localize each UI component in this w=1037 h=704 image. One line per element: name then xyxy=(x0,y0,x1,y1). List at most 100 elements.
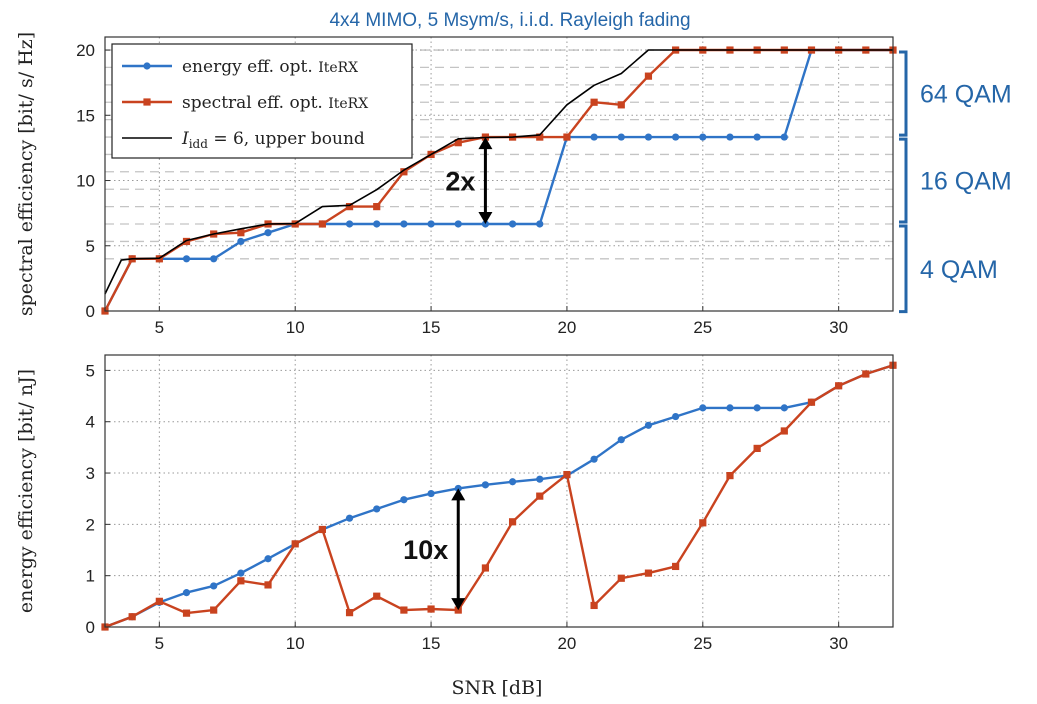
data-point xyxy=(617,436,625,444)
data-point xyxy=(780,427,788,435)
arrow-head-up xyxy=(478,137,493,150)
data-point xyxy=(345,514,354,522)
data-point xyxy=(753,133,761,141)
data-point xyxy=(617,133,625,141)
y-tick-label: 2 xyxy=(86,515,95,534)
y-tick-label: 15 xyxy=(76,106,95,125)
data-point xyxy=(400,220,408,228)
x-tick-label: 5 xyxy=(155,318,164,337)
data-point xyxy=(210,606,218,614)
data-point xyxy=(237,577,245,585)
data-point xyxy=(835,382,843,390)
legend-marker xyxy=(143,98,151,106)
series-line xyxy=(104,364,894,629)
data-point xyxy=(264,229,272,237)
data-point xyxy=(590,133,598,141)
qam-bracket xyxy=(899,137,908,224)
data-point xyxy=(508,220,517,228)
data-point xyxy=(536,492,544,500)
data-point xyxy=(590,98,598,106)
data-point xyxy=(454,606,462,614)
y-tick-label: 20 xyxy=(76,41,95,60)
data-point xyxy=(753,444,761,453)
data-point xyxy=(427,489,435,498)
data-point xyxy=(590,455,598,463)
data-point xyxy=(264,555,272,563)
data-point xyxy=(318,525,326,534)
data-point xyxy=(862,370,870,378)
data-point xyxy=(644,133,653,141)
data-point xyxy=(291,540,299,548)
x-tick-label: 30 xyxy=(829,634,848,653)
x-tick-label: 20 xyxy=(557,318,576,337)
y-tick-label: 0 xyxy=(86,618,95,637)
data-point xyxy=(182,589,191,597)
plot-frame xyxy=(104,36,894,312)
data-point xyxy=(508,478,517,486)
data-point xyxy=(400,606,408,614)
data-point xyxy=(182,237,191,246)
data-point xyxy=(427,220,435,228)
y-axis-label: energy efficiency [bit/ nJ] xyxy=(15,369,37,613)
arrow-head-up xyxy=(451,488,466,501)
chart-title: 4x4 MIMO, 5 Msym/s, i.i.d. Rayleigh fadi… xyxy=(329,10,690,31)
plot-area xyxy=(105,355,893,627)
data-point xyxy=(481,481,490,489)
data-point xyxy=(644,569,653,577)
data-point xyxy=(753,404,761,412)
qam-bracket xyxy=(899,224,908,314)
data-point xyxy=(373,220,381,228)
arrow-head-down xyxy=(478,211,493,224)
y-tick-label: 1 xyxy=(86,567,95,586)
data-point xyxy=(128,613,136,621)
series-line xyxy=(104,49,893,295)
data-point xyxy=(563,470,571,479)
x-tick-label: 15 xyxy=(422,318,441,337)
data-point xyxy=(454,139,462,147)
data-point xyxy=(780,133,788,141)
data-point xyxy=(345,203,354,211)
x-tick-label: 15 xyxy=(422,634,441,653)
data-point xyxy=(454,220,462,228)
data-point xyxy=(672,562,680,571)
data-point xyxy=(563,133,571,141)
x-tick-label: 25 xyxy=(693,634,712,653)
x-tick-label: 30 xyxy=(829,318,848,337)
y-tick-label: 10 xyxy=(76,172,95,191)
data-point xyxy=(400,168,408,176)
data-point xyxy=(373,592,381,600)
data-point xyxy=(508,518,517,526)
qam-bracket xyxy=(899,50,908,137)
data-point xyxy=(672,133,680,141)
data-point xyxy=(345,609,354,617)
data-point xyxy=(182,609,191,617)
series-line xyxy=(104,364,894,629)
data-point xyxy=(699,404,707,412)
data-point xyxy=(182,255,191,263)
energy-efficiency-plot: 5 10 15 20 25 30 0 1 2 3 4 5 energy efficiency [bit/… xyxy=(15,354,897,653)
data-point xyxy=(373,505,381,513)
data-point xyxy=(373,203,381,211)
data-point xyxy=(699,133,707,141)
legend-marker xyxy=(143,62,151,70)
legend-label: spectral eff. opt. IteRX xyxy=(182,93,368,113)
data-point xyxy=(264,581,272,589)
data-point xyxy=(237,569,245,577)
x-tick-label: 20 xyxy=(557,634,576,653)
x-tick-label: 25 xyxy=(693,318,712,337)
data-point xyxy=(155,597,163,605)
data-point xyxy=(807,398,816,406)
y-tick-label: 5 xyxy=(86,237,95,256)
x-tick-label: 5 xyxy=(155,634,164,653)
data-point xyxy=(726,133,734,141)
data-point xyxy=(318,220,326,228)
data-point xyxy=(210,255,218,263)
data-point xyxy=(617,101,625,109)
data-point xyxy=(590,601,598,610)
data-point xyxy=(617,574,625,582)
data-point xyxy=(345,220,354,228)
spectral-efficiency-plot: 5 10 15 20 25 30 0 5 10 15 20 spectral efficiency [… xyxy=(15,32,1012,337)
qam-label: 4 QAM xyxy=(920,256,998,284)
data-point xyxy=(481,564,490,572)
